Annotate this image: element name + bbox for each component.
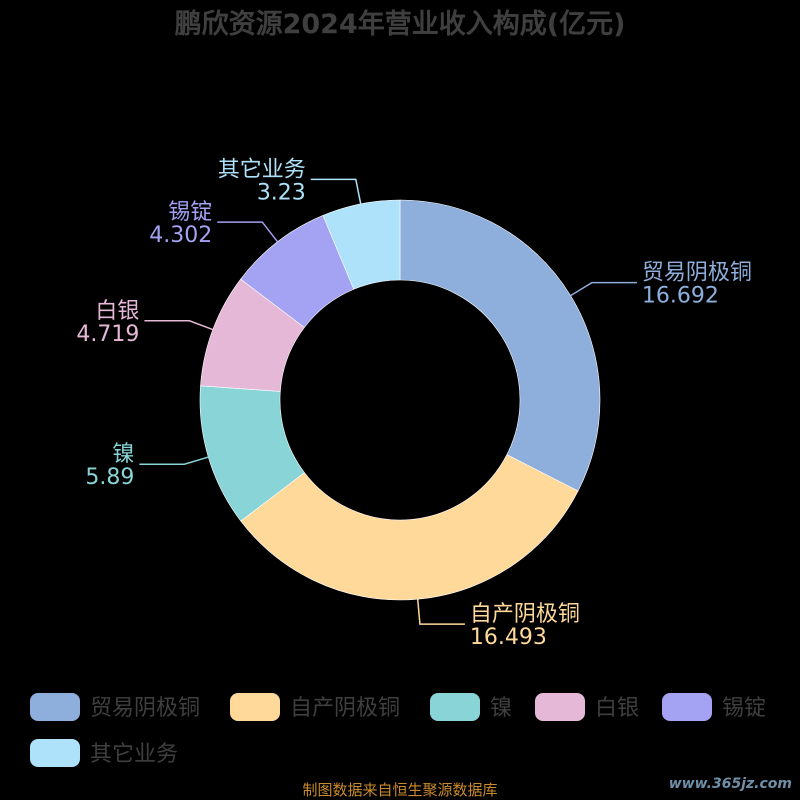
callout-line-2 — [416, 599, 465, 625]
legend-label-3: 镍 — [490, 696, 512, 721]
callout-line-6 — [310, 178, 362, 205]
legend-swatch-1 — [30, 693, 80, 721]
legend-swatch-2 — [230, 693, 280, 721]
callout-value-2: 16.493 — [470, 625, 547, 650]
legend-label-5: 锡锭 — [722, 696, 766, 721]
legend-swatch-3 — [430, 693, 480, 721]
donut-slice-6 — [322, 199, 401, 290]
callout-category-2: 自产阴极铜 — [470, 602, 580, 627]
callout-value-5: 4.302 — [149, 223, 212, 248]
watermark: www.365jz.com — [669, 776, 792, 792]
callout-line-3 — [139, 456, 209, 465]
legend-swatch-6 — [30, 739, 80, 767]
source-note: 制图数据来自恒生聚源数据库 — [302, 781, 497, 799]
callout-category-1: 贸易阴极铜 — [642, 261, 752, 286]
legend-label-1: 贸易阴极铜 — [90, 696, 200, 721]
legend-swatch-5 — [662, 693, 712, 721]
callout-value-6: 3.23 — [257, 180, 306, 205]
legend-label-4: 白银 — [595, 696, 639, 721]
callout-line-5 — [217, 221, 279, 243]
callout-value-1: 16.692 — [642, 284, 719, 309]
donut-slices — [199, 199, 601, 601]
legend-label-6: 其它业务 — [90, 742, 178, 767]
callout-value-4: 4.719 — [76, 322, 139, 347]
callout-category-3: 镍 — [112, 442, 134, 467]
legend-label-2: 自产阴极铜 — [290, 696, 400, 721]
legend-swatch-4 — [535, 693, 585, 721]
donut-slice-1 — [399, 199, 601, 492]
callout-value-3: 5.89 — [85, 465, 134, 490]
chart-title: 鹏欣资源2024年营业收入构成(亿元) — [175, 8, 626, 40]
callout-line-4 — [144, 320, 214, 331]
callout-line-1 — [570, 281, 637, 297]
callout-category-4: 白银 — [95, 299, 139, 324]
donut-slice-2 — [240, 454, 579, 601]
callout-category-6: 其它业务 — [218, 157, 306, 182]
callout-category-5: 锡锭 — [168, 200, 212, 225]
